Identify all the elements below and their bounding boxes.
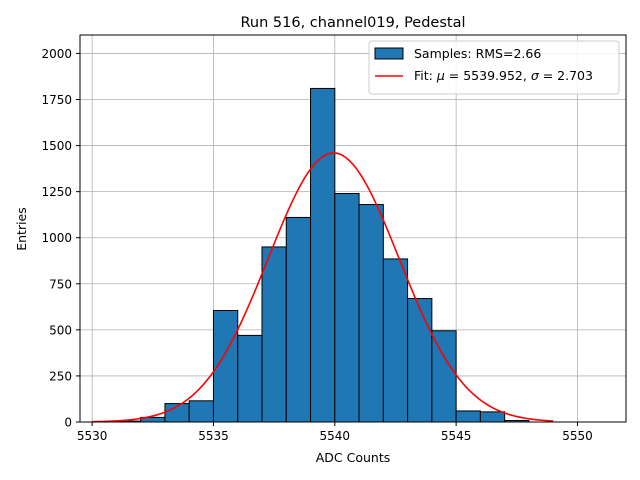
y-tick-label: 0: [64, 416, 72, 430]
legend: Samples: RMS=2.66 Fit: μ = 5539.952, σ =…: [368, 40, 620, 95]
x-tick-label: 5550: [562, 429, 593, 443]
chart-title: Run 516, channel019, Pedestal: [240, 15, 465, 31]
y-tick-label: 1500: [41, 139, 72, 153]
legend-samples-label: Samples: RMS=2.66: [414, 46, 541, 61]
histogram-bar: [358, 204, 384, 423]
histogram-bar: [431, 330, 457, 423]
histogram-bars: [115, 87, 530, 423]
histogram-bar: [261, 246, 287, 423]
histogram-bar: [479, 411, 506, 423]
y-tick-label: 2000: [41, 47, 72, 61]
x-tick-label: 5535: [198, 429, 229, 443]
histogram-bar: [334, 192, 360, 423]
y-tick-label: 1250: [41, 185, 72, 199]
legend-box: [368, 40, 620, 95]
histogram-bar: [310, 87, 336, 423]
histogram-bar: [285, 216, 312, 423]
x-tick-label: 5530: [77, 429, 108, 443]
y-axis-label: Entries: [14, 207, 29, 251]
y-axis-ticks: 0 250 500 750 1000 1250 1500 1750 2000: [41, 47, 80, 430]
y-tick-label: 750: [49, 277, 72, 291]
y-tick-label: 1750: [41, 93, 72, 107]
legend-samples-swatch: [374, 47, 404, 60]
y-tick-label: 250: [49, 369, 72, 383]
x-tick-label: 5545: [441, 429, 472, 443]
y-tick-label: 500: [49, 323, 72, 337]
fit-curve: [92, 152, 554, 423]
x-axis-label: ADC Counts: [316, 450, 391, 465]
y-tick-label: 1000: [41, 231, 72, 245]
histogram-bar: [237, 334, 263, 423]
axes-frame: [79, 34, 627, 423]
histogram-bar: [407, 298, 433, 423]
x-axis-ticks: 5530 5535 5540 5545 5550: [77, 422, 593, 443]
legend-fit-label: Fit: μ = 5539.952, σ = 2.703: [414, 68, 593, 83]
histogram-bar: [188, 400, 214, 423]
histogram-bar: [382, 258, 409, 423]
x-tick-label: 5540: [320, 429, 351, 443]
histogram-bar: [455, 410, 481, 423]
